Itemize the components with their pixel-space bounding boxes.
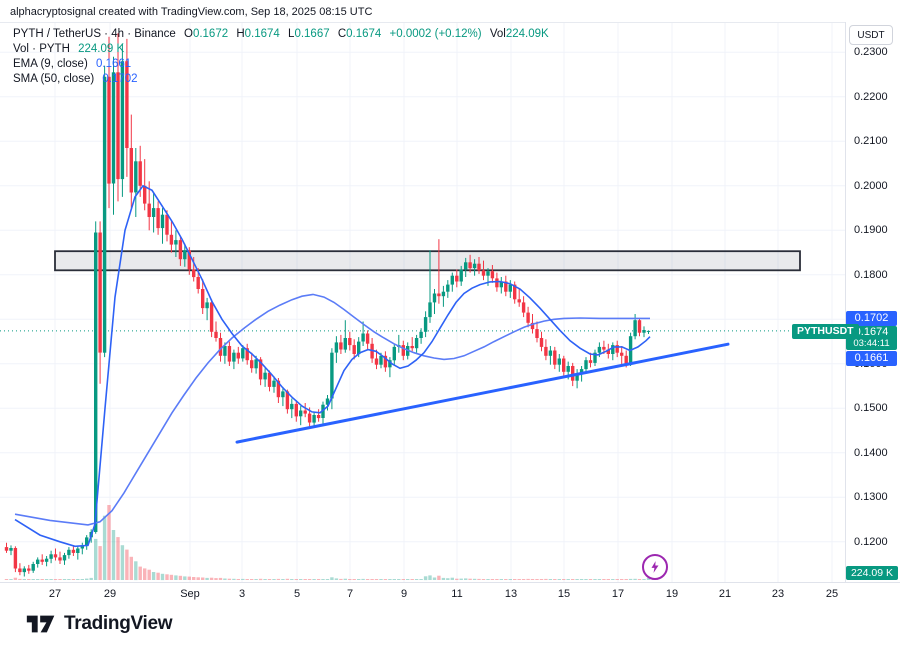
time-tick-label: Sep	[180, 588, 200, 600]
legend-sma-row: SMA (50, close) 0.1702	[13, 72, 549, 86]
high-value: 0.1674	[244, 28, 280, 40]
time-tick-label: 15	[557, 588, 571, 600]
lightning-badge[interactable]	[642, 554, 668, 580]
symbol-price-tag: PYTHUSDT	[792, 323, 859, 339]
time-tick-label: 27	[48, 588, 62, 600]
time-tick-label: 29	[103, 588, 117, 600]
symbol-title: PYTH / TetherUS · 4h · Binance	[13, 28, 176, 40]
legend-symbol-row: PYTH / TetherUS · 4h · Binance O0.1672 H…	[13, 27, 549, 41]
price-tick-label: 0.1900	[854, 224, 888, 237]
price-tick-label: 0.2100	[854, 135, 888, 148]
last-price-value: 0.1674	[854, 325, 889, 338]
vol-series-value: 224.09 K	[78, 43, 125, 55]
volume-label: Vol	[489, 28, 506, 40]
volume-layer	[4, 505, 651, 581]
time-tick-label: 25	[825, 588, 839, 600]
price-tick-label: 0.1800	[854, 268, 888, 281]
time-tick-label: 21	[718, 588, 732, 600]
lightning-icon	[651, 561, 659, 573]
tradingview-glyph-icon	[26, 615, 55, 633]
time-tick-label: 17	[611, 588, 625, 600]
time-tick-label: 7	[346, 588, 354, 600]
price-tick-label: 0.1300	[854, 491, 888, 504]
change-value: +0.0002 (+0.12%)	[389, 28, 482, 40]
time-tick-label: 3	[238, 588, 246, 600]
support-trendline[interactable]	[235, 342, 730, 444]
high-label: H	[236, 28, 245, 40]
time-tick-label: 19	[665, 588, 679, 600]
price-tick-label: 0.1500	[854, 402, 888, 415]
price-tick-label: 0.2300	[854, 46, 888, 59]
open-value: 0.1672	[192, 28, 229, 40]
price-tick-label: 0.1400	[854, 446, 888, 459]
price-tick-label: 0.2000	[854, 179, 888, 192]
time-tick-label: 11	[451, 588, 463, 600]
candlestick-layer	[4, 33, 651, 577]
sma-price-label: 0.1702	[846, 310, 897, 326]
low-label: L	[288, 28, 295, 40]
vol-series-label: Vol · PYTH	[13, 43, 70, 55]
tradingview-logo-text: TradingView	[64, 613, 173, 634]
time-tick-label: 9	[400, 588, 408, 600]
sma-value: 0.1702	[102, 73, 138, 85]
open-label: O	[183, 28, 193, 40]
ema-value: 0.1661	[95, 58, 132, 70]
ema-label: EMA (9, close)	[13, 58, 88, 70]
ema-9-line	[14, 184, 651, 548]
attribution-text: alphacryptosignal created with TradingVi…	[10, 6, 373, 18]
low-value: 0.1667	[294, 28, 330, 40]
price-tick-label: 0.1200	[854, 535, 888, 548]
time-axis[interactable]: 27 29 Sep 3 5 7 9 11 13 15 17 19 21 23 25	[0, 582, 900, 606]
top-separator	[0, 22, 900, 23]
close-label: C	[337, 28, 347, 40]
legend-ema-row: EMA (9, close) 0.1661	[13, 57, 549, 71]
candle-countdown: 03:44:11	[853, 337, 890, 349]
volume-value: 224.09K	[505, 28, 549, 40]
currency-toggle-button[interactable]: USDT	[849, 25, 893, 45]
chart-legend: PYTH / TetherUS · 4h · Binance O0.1672 H…	[13, 27, 549, 87]
volume-axis-label: 224.09 K	[846, 566, 898, 580]
ema-price-label: 0.1661	[846, 350, 897, 366]
legend-volume-row: Vol · PYTH 224.09 K	[13, 42, 549, 56]
price-tick-label: 0.2200	[854, 90, 888, 103]
sma-label: SMA (50, close)	[13, 73, 95, 85]
time-tick-label: 23	[771, 588, 785, 600]
tradingview-logo[interactable]: TradingView	[26, 612, 173, 636]
supply-zone[interactable]	[54, 250, 801, 272]
time-tick-label: 5	[293, 588, 301, 600]
time-tick-label: 13	[504, 588, 518, 600]
close-value: 0.1674	[346, 28, 382, 40]
sma-50-line	[14, 293, 650, 526]
